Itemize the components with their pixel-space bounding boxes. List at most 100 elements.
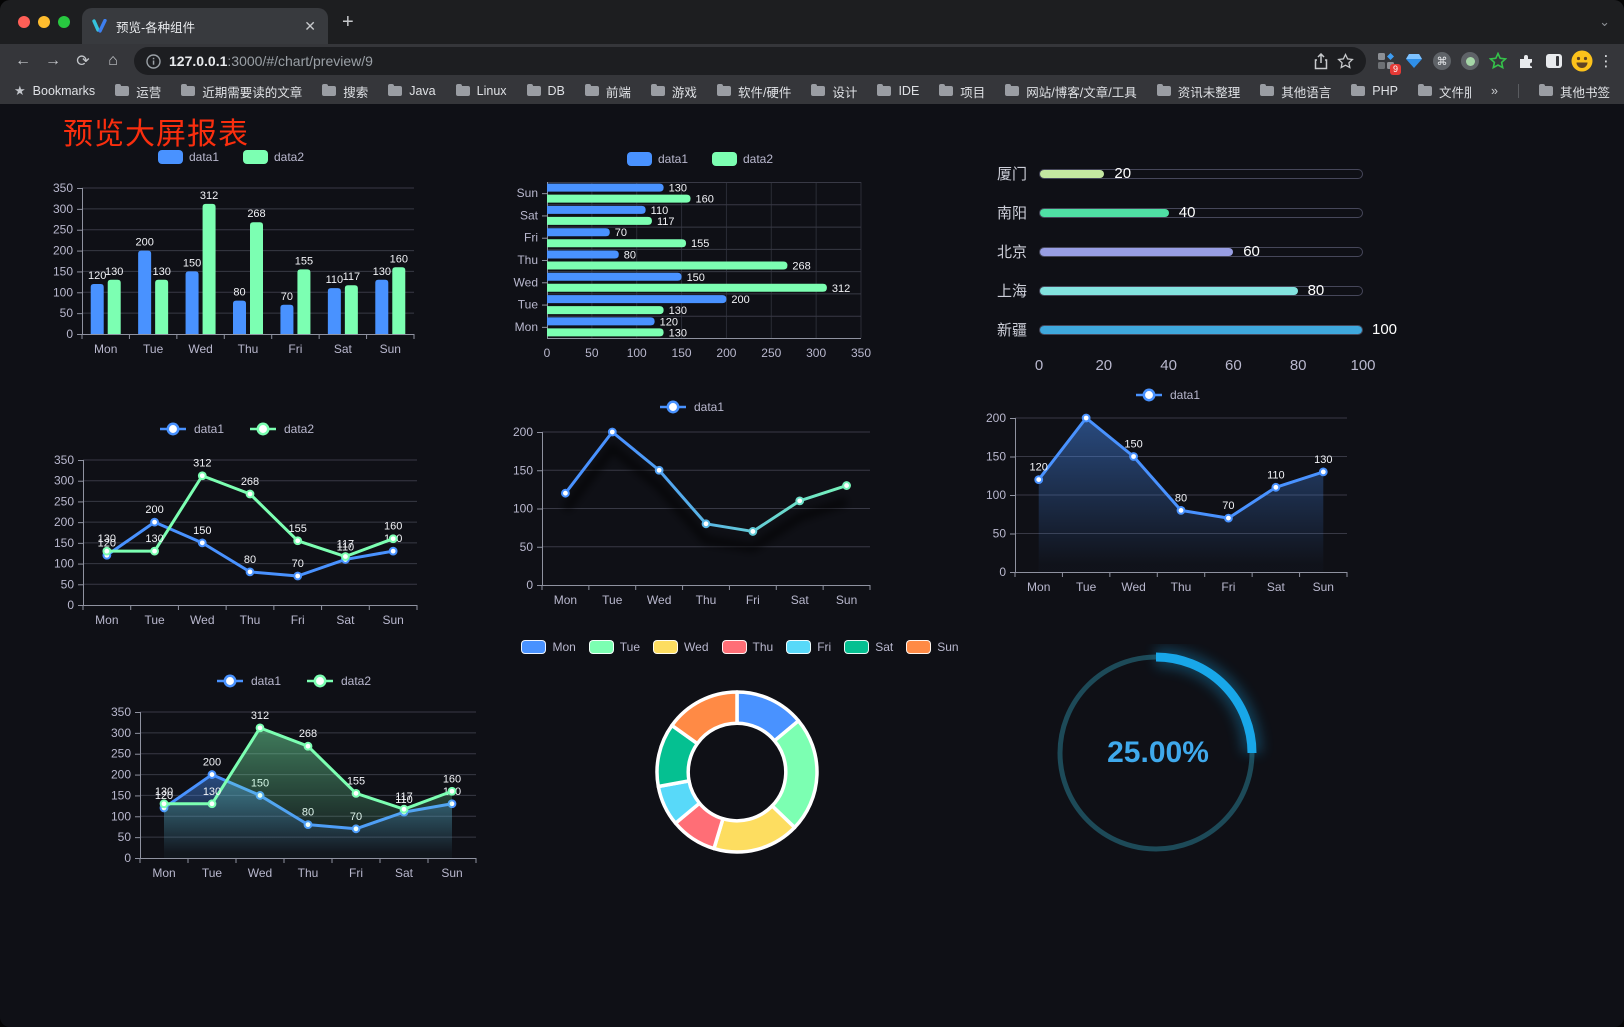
line-plot[interactable]: 0 50 100 150 200 250 300 350 Mon Tue Wed Thu Fri Sat S… — [45, 444, 427, 649]
svg-text:200: 200 — [135, 237, 153, 249]
progress-bar-chart[interactable]: 厦门 20 南阳 40 北京 60 上海 80 新疆 100 0 20 40 60 80 100 — [985, 154, 1397, 386]
share-icon[interactable] — [1313, 52, 1329, 70]
legend-item[interactable]: Sun — [906, 640, 959, 654]
legend-item[interactable]: Fri — [786, 640, 831, 654]
extension-green-star-icon[interactable] — [1484, 47, 1512, 75]
horizontal-bar-chart[interactable]: data1 data2 0 50 100 150 200 250 300 350 Sun 130 160… — [503, 152, 897, 368]
tab-close-icon[interactable]: ✕ — [304, 17, 316, 34]
close-window-button[interactable] — [18, 16, 30, 28]
legend-item[interactable]: Wed — [653, 640, 709, 654]
back-button[interactable]: ← — [15, 52, 31, 69]
bookmark-item[interactable]: 前端 — [584, 82, 631, 101]
legend-item[interactable]: data2 — [248, 422, 314, 436]
bookmark-item[interactable]: PHP — [1351, 83, 1398, 98]
svg-text:0: 0 — [544, 346, 551, 360]
svg-text:312: 312 — [200, 190, 218, 202]
donut-plot[interactable] — [540, 662, 940, 893]
bookmark-item[interactable]: DB — [526, 83, 565, 98]
svg-text:70: 70 — [1222, 500, 1234, 512]
legend-item[interactable]: Thu — [721, 640, 773, 654]
bookmark-item[interactable]: 搜索 — [322, 82, 368, 101]
extensions-puzzle-icon[interactable] — [1512, 47, 1540, 75]
svg-text:Sat: Sat — [791, 593, 810, 607]
hbar-plot[interactable]: 0 50 100 150 200 250 300 350 Sun 130 160 Sat 110 117 F… — [503, 174, 897, 373]
line-plot[interactable]: 0 50 100 150 200 250 300 350 Mon Tue Wed Thu Fri Sat S… — [100, 696, 486, 895]
forward-button[interactable]: → — [45, 52, 61, 69]
bookmark-item[interactable]: 项目 — [939, 82, 985, 101]
extension-command-icon[interactable]: ⌘ — [1428, 47, 1456, 75]
gradient-line-chart[interactable]: data1 0 50 100 150 200 Mon Tue Wed Thu Fri Sat Sun — [500, 400, 882, 612]
profile-avatar[interactable] — [1568, 47, 1596, 75]
svg-text:Fri: Fri — [524, 231, 538, 245]
legend-item[interactable]: data1 — [658, 400, 724, 414]
svg-text:Sun: Sun — [1313, 580, 1334, 594]
bookmark-item[interactable]: 设计 — [811, 82, 857, 101]
progress-plot[interactable]: 厦门 20 南阳 40 北京 60 上海 80 新疆 100 0 20 40 60 80 100 — [985, 154, 1397, 386]
donut-chart[interactable]: Mon Tue Wed Thu Fri Sat Sun — [521, 640, 959, 888]
legend-item[interactable]: data2 — [243, 150, 304, 164]
site-info-icon[interactable] — [146, 53, 161, 69]
folder-icon — [877, 83, 892, 96]
gauge-chart[interactable]: 25.00% — [1040, 644, 1276, 866]
extension-record-icon[interactable] — [1456, 47, 1484, 75]
sidebar-toggle-icon[interactable] — [1540, 47, 1568, 75]
extension-blocks-icon[interactable]: 9 — [1372, 47, 1401, 75]
url-bar[interactable]: 127.0.0.1:3000/#/chart/preview/9 — [134, 47, 1366, 75]
home-button[interactable]: ⌂ — [108, 52, 118, 69]
bookmark-item[interactable]: 运营 — [115, 82, 161, 101]
svg-text:Wed: Wed — [647, 593, 671, 607]
svg-text:Sun: Sun — [441, 866, 462, 880]
bookmark-item[interactable]: 资讯未整理 — [1156, 82, 1240, 101]
svg-text:80: 80 — [1175, 492, 1187, 504]
legend-item[interactable]: data1 — [157, 150, 219, 164]
bookmark-item[interactable]: 文件服务器 — [1417, 82, 1471, 101]
grouped-bar-chart[interactable]: data1 data2 0 50 100 150 200 250 300 350 Mon Tue Wed… — [40, 150, 422, 364]
browser-tab[interactable]: 预览-各种组件 ✕ — [82, 8, 328, 44]
legend-item[interactable]: data2 — [305, 674, 371, 688]
legend-item[interactable]: Mon — [521, 640, 576, 654]
legend-item[interactable]: data1 — [158, 422, 224, 436]
svg-text:312: 312 — [832, 283, 850, 295]
bookmark-item[interactable]: 软件/硬件 — [716, 82, 791, 101]
folder-icon — [1260, 83, 1275, 96]
gauge-plot[interactable]: 25.00% — [1040, 644, 1276, 871]
legend-item[interactable]: data1 — [1134, 388, 1200, 402]
legend-item[interactable]: data1 — [215, 674, 281, 688]
svg-text:350: 350 — [54, 453, 74, 467]
other-bookmarks-button[interactable]: 其他书签 — [1538, 82, 1610, 101]
bookmark-item[interactable]: 游戏 — [650, 82, 697, 101]
browser-menu-icon[interactable]: ⋮ — [1598, 53, 1614, 70]
progress-row: 新疆 100 — [985, 310, 1397, 349]
svg-text:50: 50 — [585, 346, 599, 360]
two-series-line-chart[interactable]: data1 data2 0 50 100 150 200 250 300 350 Mon Tue Wed… — [45, 422, 427, 644]
line-plot[interactable]: 0 50 100 150 200 Mon Tue Wed Thu Fri Sat Sun — [500, 422, 882, 617]
bookmarks-root[interactable]: ★ Bookmarks — [14, 83, 95, 99]
line-plot[interactable]: 0 50 100 150 200 Mon Tue Wed Thu Fri Sat Sun 120 200 1… — [973, 400, 1361, 605]
svg-text:130: 130 — [669, 305, 687, 317]
bookmarks-overflow-button[interactable]: » — [1491, 84, 1498, 98]
legend-item[interactable]: Tue — [588, 640, 640, 654]
bookmark-item[interactable]: Linux — [455, 83, 507, 98]
legend-item[interactable]: data2 — [712, 152, 773, 166]
svg-text:117: 117 — [337, 539, 355, 551]
reload-button[interactable]: ⟳ — [76, 53, 90, 70]
bookmark-item[interactable]: 网站/博客/文章/工具 — [1005, 82, 1137, 101]
extension-gem-icon[interactable] — [1400, 47, 1428, 75]
folder-icon — [115, 83, 130, 96]
bookmark-star-icon[interactable] — [1337, 53, 1354, 69]
bookmark-item[interactable]: IDE — [877, 83, 919, 98]
legend-item[interactable]: data1 — [626, 152, 688, 166]
new-tab-button[interactable]: + — [342, 11, 354, 33]
area-line-chart[interactable]: data1 0 50 100 150 200 Mon Tue Wed Thu Fri Sat Sun 12… — [973, 388, 1361, 600]
bookmark-item[interactable]: 近期需要读的文章 — [181, 82, 302, 101]
legend-item[interactable]: Sat — [844, 640, 893, 654]
two-series-area-chart[interactable]: data1 data2 0 50 100 150 200 250 300 350 Mon Tue Wed… — [100, 674, 486, 890]
bookmark-item[interactable]: 其他语言 — [1260, 82, 1331, 101]
zoom-window-button[interactable] — [58, 16, 70, 28]
tab-search-chevron-icon[interactable]: ⌄ — [1599, 14, 1610, 29]
svg-text:Wed: Wed — [190, 613, 214, 627]
folder-icon — [322, 83, 337, 96]
bookmark-item[interactable]: Java — [388, 83, 436, 98]
minimize-window-button[interactable] — [38, 16, 50, 28]
bar-plot[interactable]: 0 50 100 150 200 250 300 350 Mon Tue Wed Thu Fri Sat S… — [40, 172, 422, 369]
